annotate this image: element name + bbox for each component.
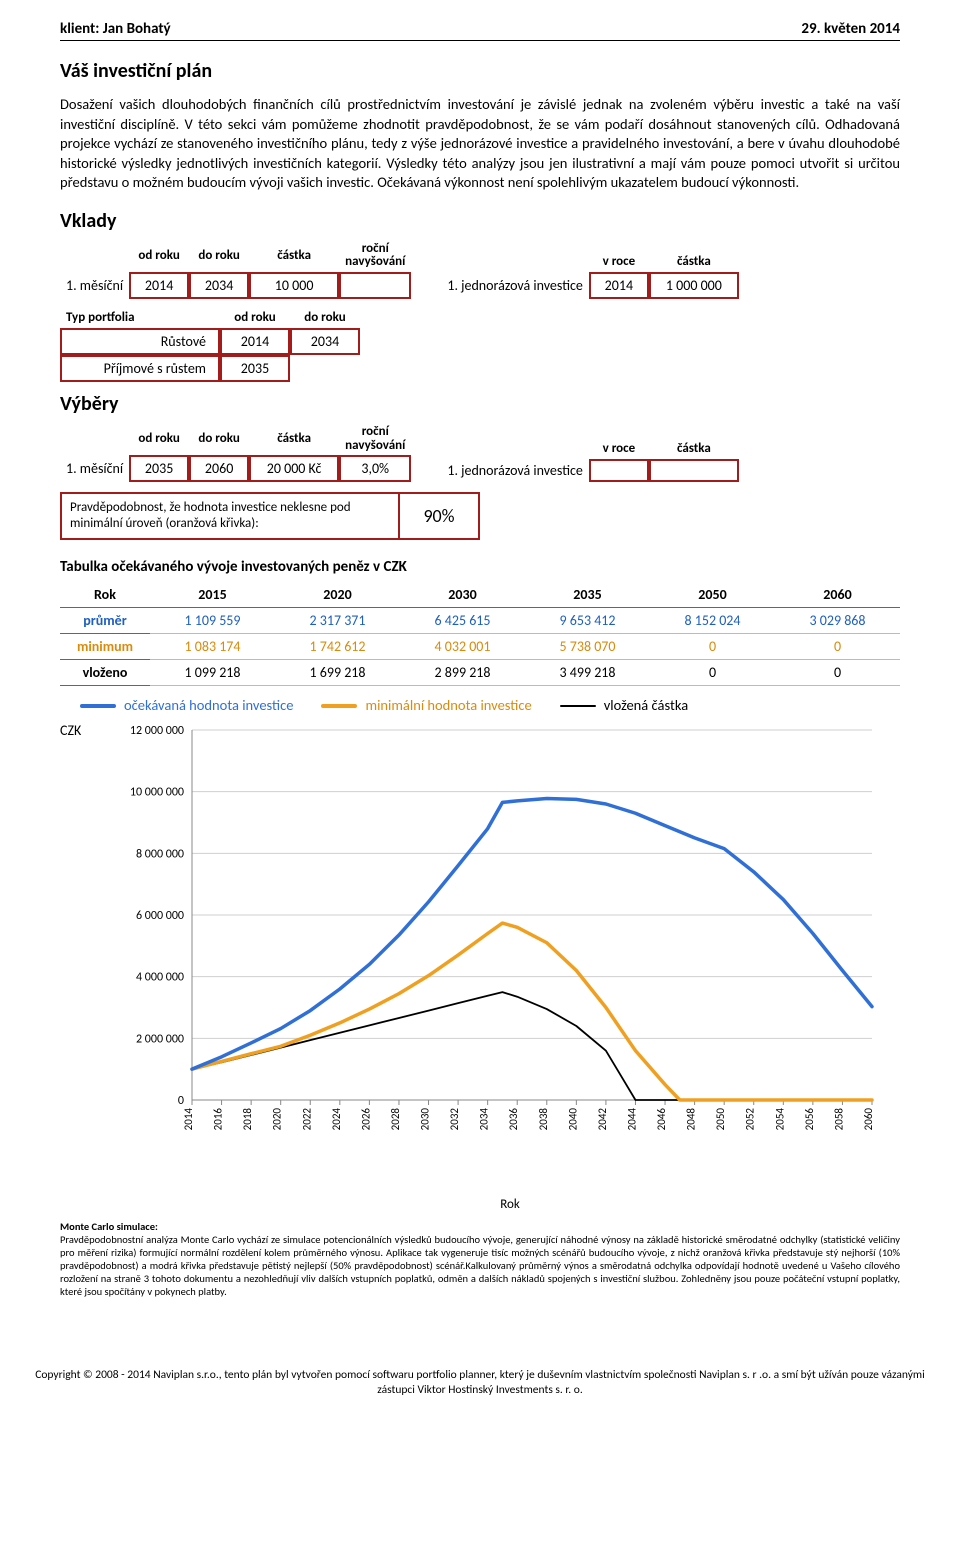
- svg-text:2030: 2030: [419, 1107, 432, 1130]
- svg-text:2042: 2042: [596, 1107, 609, 1130]
- vklady-right-table: v roce částka 1. jednorázová investice 2…: [441, 251, 739, 299]
- vybery-left-table: od roku do roku částka ročnínavyšování 1…: [60, 422, 411, 482]
- x-axis-label: Rok: [120, 1197, 900, 1212]
- col-doroku: do roku: [189, 239, 249, 272]
- page-title: Váš investiční plán: [60, 59, 900, 83]
- col-vroce: v roce: [589, 251, 649, 272]
- svg-text:10 000 000: 10 000 000: [130, 785, 184, 799]
- svg-text:2044: 2044: [625, 1107, 638, 1130]
- col-odroku: od roku: [129, 239, 189, 272]
- svg-text:2036: 2036: [507, 1107, 520, 1130]
- svg-text:2058: 2058: [832, 1107, 845, 1130]
- svg-text:2018: 2018: [241, 1107, 254, 1130]
- section-vybery: Výběry: [60, 392, 900, 416]
- probability-value: 90%: [400, 492, 480, 539]
- legend-deposited: vložená částka: [560, 696, 688, 714]
- svg-text:2056: 2056: [803, 1107, 816, 1130]
- probability-label: Pravděpodobnost, že hodnota investice ne…: [60, 492, 400, 539]
- svg-text:2046: 2046: [655, 1107, 668, 1130]
- svg-text:2026: 2026: [359, 1107, 372, 1130]
- svg-text:4 000 000: 4 000 000: [136, 970, 184, 984]
- intro-paragraph: Dosažení vašich dlouhodobých finančních …: [60, 95, 900, 193]
- row-mesicni: 1. měsíční: [60, 272, 129, 299]
- svg-text:2016: 2016: [212, 1107, 225, 1130]
- copyright-footer: Copyright © 2008 - 2014 Naviplan s.r.o.,…: [0, 1368, 960, 1418]
- svg-text:2022: 2022: [300, 1107, 313, 1130]
- monte-carlo-note: Monte Carlo simulace: Pravděpodobnostní …: [60, 1220, 900, 1299]
- legend-minimum: minimální hodnota investice: [321, 696, 531, 714]
- currency-label: CZK: [60, 720, 94, 1195]
- svg-text:2050: 2050: [714, 1107, 727, 1130]
- svg-text:6 000 000: 6 000 000: [136, 909, 184, 923]
- svg-text:12 000 000: 12 000 000: [130, 724, 184, 738]
- svg-text:2 000 000: 2 000 000: [136, 1032, 184, 1046]
- col-castka: částka: [249, 239, 339, 272]
- svg-text:2048: 2048: [685, 1107, 698, 1130]
- svg-text:2052: 2052: [744, 1107, 757, 1130]
- col-castka2: částka: [649, 251, 739, 272]
- chart-legend: očekávaná hodnota investice minimální ho…: [60, 696, 900, 714]
- vklady-left-table: od roku do roku částka ročnínavyšování 1…: [60, 239, 411, 299]
- client-label: klient: Jan Bohatý: [60, 20, 171, 38]
- svg-text:0: 0: [178, 1094, 184, 1108]
- svg-text:2024: 2024: [330, 1107, 343, 1130]
- probability-row: Pravděpodobnost, že hodnota investice ne…: [60, 492, 900, 539]
- svg-text:2054: 2054: [773, 1107, 786, 1130]
- page-header: klient: Jan Bohatý 29. květen 2014: [60, 20, 900, 41]
- legend-expected: očekávaná hodnota investice: [80, 696, 293, 714]
- row-jednoraz: 1. jednorázová investice: [441, 272, 589, 299]
- svg-text:2038: 2038: [537, 1107, 550, 1130]
- date-label: 29. květen 2014: [801, 20, 900, 38]
- projection-table: Rok 2015 2020 2030 2035 2050 2060 průměr…: [60, 582, 900, 686]
- vklady-tables: od roku do roku částka ročnínavyšování 1…: [60, 239, 900, 299]
- col-navys: ročnínavyšování: [339, 239, 411, 272]
- section-vklady: Vklady: [60, 209, 900, 233]
- projection-title: Tabulka očekávaného vývoje investovaných…: [60, 558, 900, 576]
- svg-text:8 000 000: 8 000 000: [136, 847, 184, 861]
- svg-text:2032: 2032: [448, 1107, 461, 1130]
- chart-area: CZK 0 2 000 000 4 000 000 6 000 000 8 000 00…: [60, 720, 900, 1195]
- line-chart: 0 2 000 000 4 000 000 6 000 000 8 000 000 10 …: [102, 720, 882, 1195]
- vybery-tables: od roku do roku částka ročnínavyšování 1…: [60, 422, 900, 482]
- svg-text:2040: 2040: [566, 1107, 579, 1130]
- svg-text:2020: 2020: [271, 1107, 284, 1130]
- svg-text:2034: 2034: [478, 1107, 491, 1130]
- portfolio-table: Typ portfolia od roku do roku Růstové 20…: [60, 307, 360, 382]
- vybery-right-table: v roce částka 1. jednorázová investice: [441, 438, 739, 482]
- svg-text:2028: 2028: [389, 1107, 402, 1130]
- svg-text:2060: 2060: [862, 1107, 875, 1130]
- svg-text:2014: 2014: [182, 1107, 195, 1130]
